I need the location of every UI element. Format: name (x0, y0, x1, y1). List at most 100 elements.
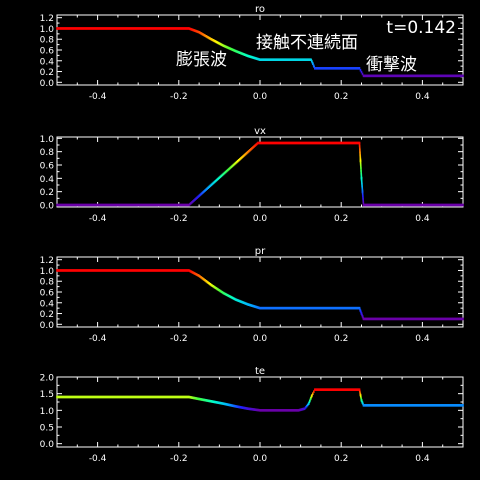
data-point (228, 295, 231, 298)
data-point (416, 74, 419, 78)
y-tick-label: 0.2 (40, 310, 54, 320)
data-point (359, 147, 361, 150)
data-point (314, 388, 316, 391)
panel-pr: pr-0.4 -0.2 0.0 0.2 0.40.00.20.40.60.81.01.2 (40, 246, 464, 344)
data-point (409, 74, 412, 78)
data-point (207, 281, 210, 285)
data-point (358, 390, 361, 392)
data-point (279, 141, 282, 145)
data-point (408, 317, 411, 321)
data-point (453, 317, 455, 321)
data-point (327, 141, 329, 145)
data-point (64, 395, 66, 399)
data-point (325, 388, 327, 391)
data-point (441, 404, 444, 407)
data-point (422, 74, 425, 78)
data-point (292, 141, 295, 145)
data-point (216, 401, 219, 404)
data-point (323, 388, 325, 391)
data-point (128, 203, 130, 207)
data-point (142, 395, 145, 399)
data-point (101, 203, 104, 207)
data-point (332, 306, 334, 310)
data-point (351, 67, 354, 70)
data-point (453, 203, 455, 207)
data-point (208, 399, 211, 403)
data-point (399, 404, 401, 407)
data-point (410, 404, 413, 407)
data-point (140, 203, 143, 207)
data-point (257, 141, 259, 145)
data-point (361, 72, 364, 76)
data-point (93, 203, 96, 207)
data-point (156, 395, 159, 399)
data-point (413, 317, 416, 321)
data-point (144, 269, 147, 272)
data-point (399, 203, 401, 207)
data-point (334, 141, 336, 145)
data-point (88, 27, 91, 30)
data-point (309, 306, 312, 310)
data-point (217, 41, 220, 45)
data-point (279, 58, 282, 61)
data-point (190, 270, 192, 273)
data-point (429, 317, 432, 321)
data-point (217, 288, 220, 292)
data-point (247, 303, 249, 306)
data-point (86, 27, 89, 30)
data-point (218, 401, 221, 405)
data-point (358, 307, 361, 310)
data-point (350, 388, 353, 391)
data-point (364, 74, 367, 78)
data-point (350, 306, 353, 310)
data-point (437, 203, 440, 207)
data-point (187, 395, 189, 399)
data-point (291, 306, 294, 310)
y-tick-label: 0.6 (40, 289, 55, 299)
data-point (156, 27, 159, 30)
data-point (360, 312, 363, 315)
data-point (157, 269, 160, 272)
data-point (450, 203, 452, 207)
data-point (343, 306, 346, 310)
data-point (321, 141, 323, 145)
data-point (94, 203, 97, 207)
data-point (243, 153, 246, 157)
data-point (362, 198, 364, 201)
data-point (112, 203, 114, 207)
data-point (220, 174, 223, 178)
data-point (179, 269, 181, 272)
data-point (232, 297, 235, 300)
data-point (275, 58, 278, 61)
data-point (341, 388, 344, 391)
data-point (283, 58, 286, 61)
data-point (391, 404, 393, 407)
data-point (134, 269, 136, 272)
data-point (223, 402, 226, 406)
data-point (328, 141, 330, 145)
data-point (428, 317, 431, 321)
data-point (254, 408, 256, 411)
data-point (283, 141, 286, 145)
data-point (387, 404, 389, 407)
data-point (252, 56, 254, 59)
data-point (122, 27, 124, 30)
data-point (369, 317, 372, 321)
data-point (267, 409, 269, 412)
data-point (353, 141, 356, 145)
data-point (264, 409, 266, 412)
data-point (199, 31, 201, 35)
data-point (231, 296, 234, 300)
data-point (353, 306, 356, 310)
data-point (73, 27, 76, 30)
data-point (443, 404, 446, 407)
data-point (361, 401, 364, 404)
data-point (416, 203, 419, 207)
data-point (340, 306, 342, 310)
data-point (410, 74, 413, 78)
data-point (359, 158, 362, 161)
data-point (368, 203, 371, 207)
data-point (362, 403, 364, 406)
data-point (162, 269, 165, 272)
data-point (70, 395, 73, 399)
